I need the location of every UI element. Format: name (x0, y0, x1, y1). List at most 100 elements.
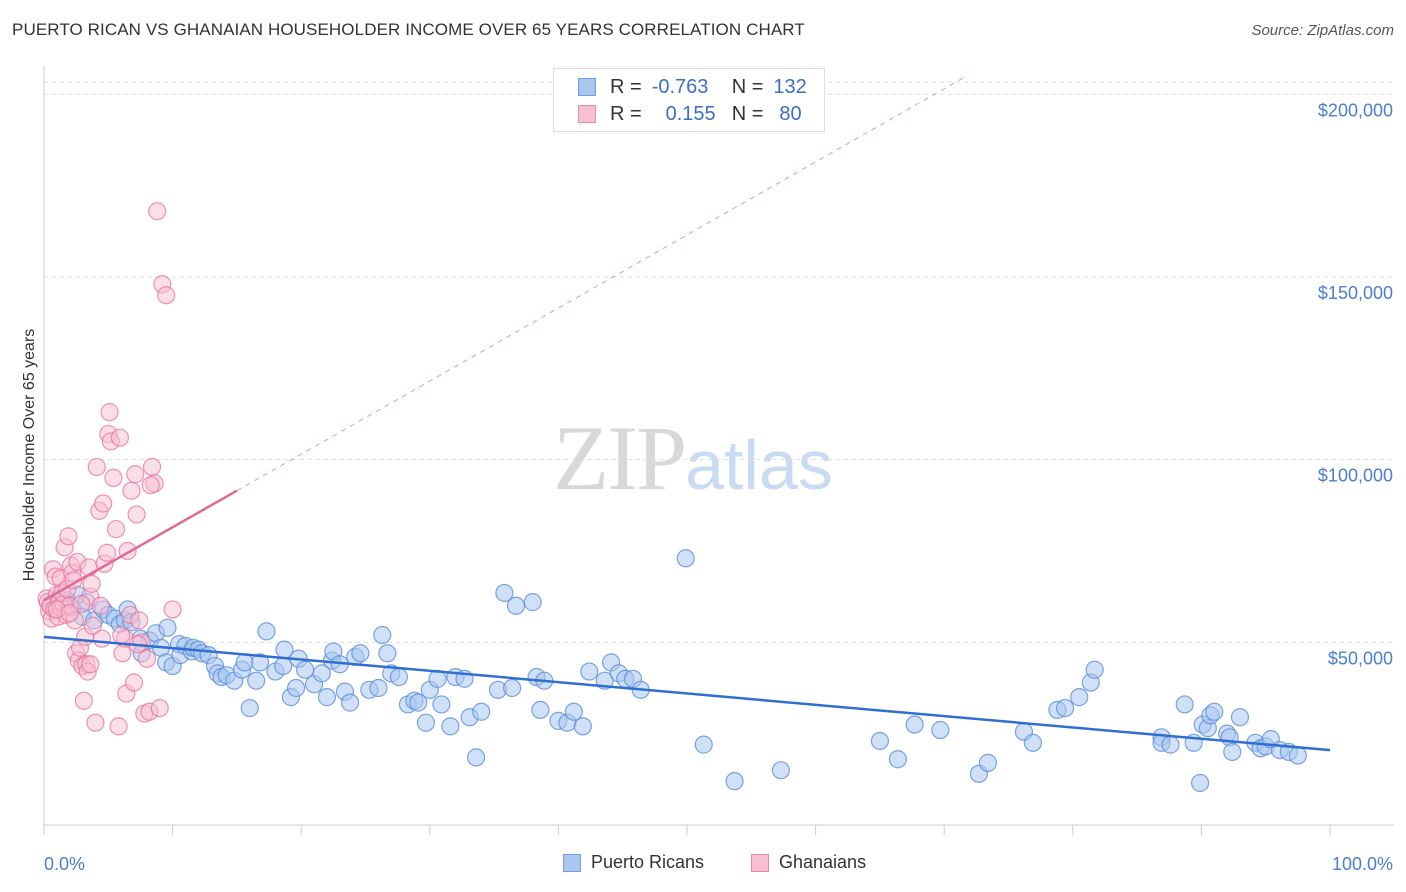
puerto-rican-point (1205, 702, 1224, 721)
puerto-rican-point (351, 644, 370, 663)
y-tick-label: $50,000 (1328, 648, 1393, 668)
axes (43, 66, 1394, 835)
puerto-rican-point (235, 653, 254, 672)
legend-n-value: 80 (779, 102, 802, 125)
correlation-legend: R = -0.763 N = 132 R = 0.155 N = 80 (553, 68, 825, 132)
ghanaian-point (59, 527, 78, 546)
ghanaian-point (81, 655, 100, 674)
puerto-rican-point (1055, 698, 1075, 718)
ghanaian-point (97, 543, 117, 562)
x-tick-label: 0.0% (44, 854, 85, 874)
ghanaian-point (130, 611, 149, 630)
puerto-rican-point (725, 772, 744, 791)
grid-lines (44, 81, 1394, 643)
legend-n-label: N = (731, 102, 764, 125)
ghanaian-point (86, 713, 105, 732)
legend-n-label: N = (731, 75, 764, 98)
puerto-rican-point (495, 583, 514, 603)
puerto-rican-point (441, 717, 460, 736)
trend-lines (43, 75, 1331, 752)
legend-swatch-blue (578, 78, 596, 96)
puerto-rican-point (1288, 746, 1307, 765)
puerto-rican-point (472, 702, 491, 721)
legend-row-ghanaians: R = 0.155 N = 80 (578, 102, 802, 126)
ghanaian-point (94, 494, 113, 513)
ghanaian-point (87, 457, 106, 477)
bottom-legend-puerto-ricans: Puerto Ricans (563, 852, 704, 873)
watermark-zip: ZIP (553, 407, 687, 509)
chart-title: PUERTO RICAN VS GHANAIAN HOUSEHOLDER INC… (12, 20, 805, 39)
ghanaian-point (142, 457, 162, 477)
puerto-rican-point (564, 702, 583, 721)
legend-row-puerto-ricans: R = -0.763 N = 132 (578, 75, 807, 99)
puerto-rican-point (373, 625, 392, 645)
puerto-rican-point (905, 715, 924, 734)
source-credit: Source: ZipAtlas.com (1251, 22, 1394, 39)
puerto-rican-point (870, 731, 890, 751)
puerto-rican-point (503, 678, 522, 698)
puerto-rican-point (274, 656, 293, 676)
puerto-rican-point (523, 593, 542, 612)
legend-r-label: R = (610, 102, 642, 125)
ghanaian-point (60, 603, 79, 623)
ghanaian-point (157, 286, 176, 305)
puerto-rican-trend-line (43, 635, 1331, 752)
puerto-rican-point (409, 693, 428, 712)
puerto-rican-point (247, 671, 266, 690)
puerto-rican-point (573, 717, 592, 736)
ghanaian-point (92, 629, 111, 648)
puerto-rican-point (312, 664, 331, 683)
puerto-rican-point (250, 653, 270, 672)
ghanaian-point (82, 574, 101, 593)
puerto-rican-point (317, 688, 337, 707)
y-tick-label: $200,000 (1318, 100, 1393, 120)
ghanaian-point (163, 600, 182, 619)
bottom-legend-swatch-pink (751, 853, 769, 872)
ghanaian-point (64, 571, 83, 590)
ghanaian-point (148, 202, 167, 221)
puerto-rican-point (580, 662, 599, 681)
ghanaian-point (91, 596, 110, 615)
watermark-atlas: atlas (685, 426, 833, 504)
puerto-rican-point (1161, 735, 1180, 754)
puerto-rican-point (369, 678, 388, 698)
zipatlas-watermark: ZIPatlas (553, 405, 833, 511)
ghanaian-point (137, 649, 156, 668)
ghanaian-point (150, 698, 169, 718)
puerto-rican-point (340, 693, 360, 712)
puerto-rican-point (240, 698, 259, 718)
puerto-rican-point (771, 761, 790, 780)
puerto-rican-point (1070, 688, 1089, 707)
bottom-legend-label: Puerto Ricans (591, 852, 705, 872)
y-tick-label: $100,000 (1318, 466, 1393, 486)
ghanaian-point (127, 505, 146, 524)
ghanaian-point (122, 481, 141, 500)
puerto-rican-point (531, 700, 550, 720)
puerto-rican-point (888, 750, 908, 769)
puerto-rican-point (1223, 742, 1242, 762)
puerto-rican-point (416, 713, 436, 732)
puerto-rican-point (1191, 773, 1210, 793)
puerto-rican-point (295, 660, 315, 679)
puerto-rican-point (694, 735, 713, 754)
ghanaian-point (83, 616, 102, 635)
bottom-legend-ghanaians: Ghanaians (751, 852, 866, 873)
puerto-rican-points (41, 549, 1307, 793)
legend-r-label: R = (610, 75, 642, 98)
puerto-rican-point (378, 644, 397, 663)
ghanaian-point (100, 403, 119, 422)
ghanaian-point (109, 717, 128, 736)
ghanaian-point (74, 691, 93, 710)
bottom-legend-label: Ghanaians (779, 852, 867, 872)
puerto-rican-point (1085, 660, 1104, 679)
x-tick-label: 100.0% (1332, 854, 1393, 874)
x-tick-labels: 0.0% 100.0% (44, 854, 1393, 874)
legend-swatch-pink (578, 105, 596, 123)
puerto-rican-point (158, 618, 177, 637)
puerto-rican-point (978, 753, 998, 772)
ghanaian-point (106, 519, 126, 539)
y-axis-label: Householder Income Over 65 years (21, 329, 38, 582)
bottom-legend-swatch-blue (563, 853, 581, 872)
puerto-rican-point (466, 748, 486, 767)
